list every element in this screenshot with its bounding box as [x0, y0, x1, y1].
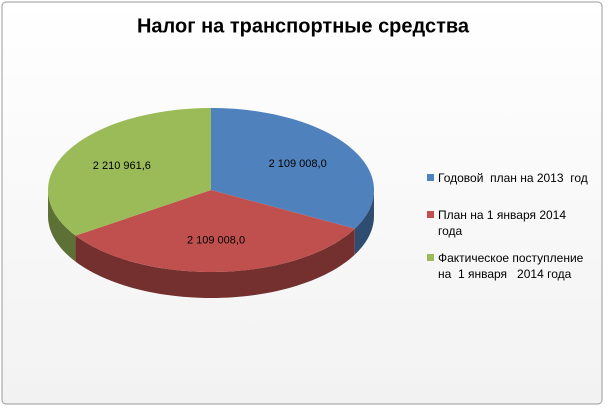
legend-swatch	[427, 174, 434, 181]
legend-swatch	[427, 211, 434, 218]
legend-label: Фактическое поступление на 1 января 2014…	[438, 251, 587, 281]
data-label: 2 109 008,0	[269, 158, 327, 170]
legend-swatch	[427, 254, 434, 261]
slice-side	[48, 190, 76, 262]
slice-side	[75, 228, 355, 298]
legend-label: План на 1 января 2014 года	[438, 208, 570, 238]
data-label: 2 210 961,6	[93, 160, 151, 172]
chart-title: Налог на транспортные средства	[137, 15, 470, 37]
slice	[47, 108, 211, 236]
pie: 2 109 008,0 2 109 008,0 2 210 961,6	[47, 108, 374, 298]
slice	[75, 190, 355, 272]
slice	[211, 108, 374, 229]
slice-side	[354, 190, 374, 255]
legend-label: Годовой план на 2013 год	[438, 171, 588, 185]
legend-item: Годовой план на 2013 год	[427, 170, 588, 186]
legend-item: Фактическое поступление на 1 января 2014…	[427, 250, 588, 282]
legend-item: План на 1 января 2014 года	[427, 207, 588, 239]
data-label: 2 109 008,0	[187, 235, 245, 247]
